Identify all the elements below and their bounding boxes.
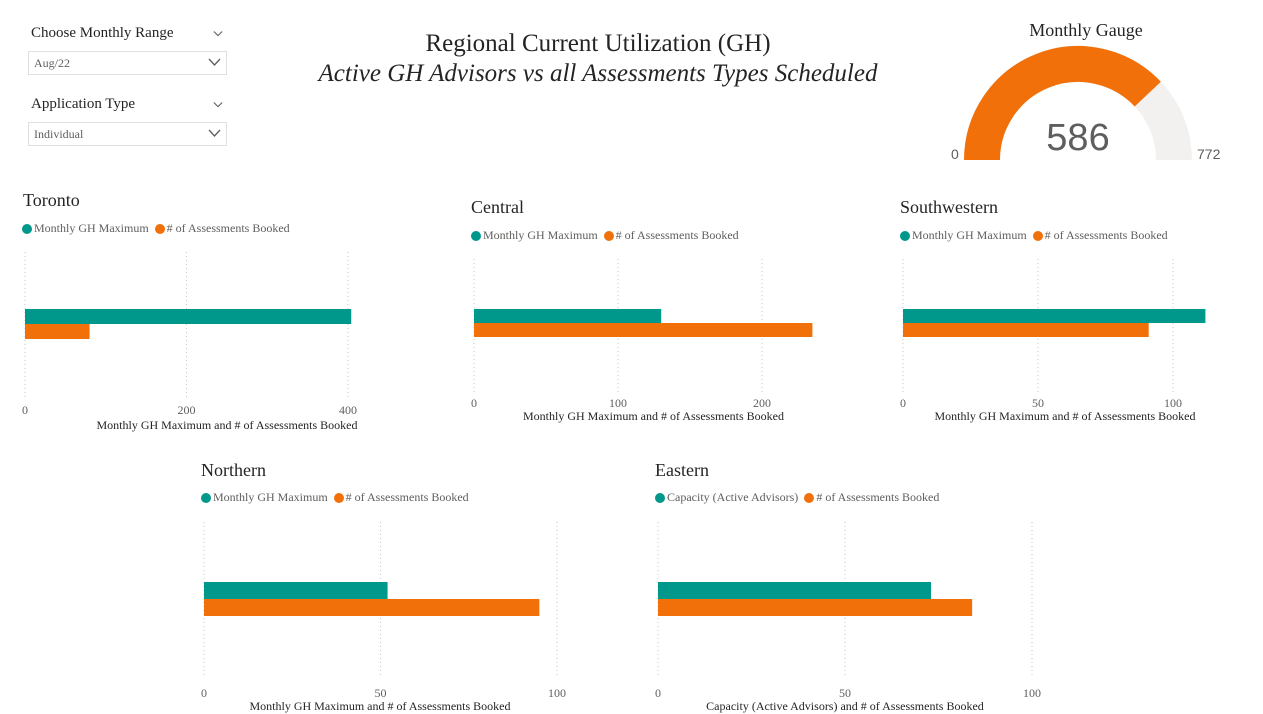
x-tick-label: 0 <box>201 686 207 700</box>
x-tick-label: 200 <box>753 396 771 410</box>
legend-label: # of Assessments Booked <box>1044 228 1168 242</box>
bar-maximum[interactable] <box>25 309 352 324</box>
legend-dot <box>804 492 815 503</box>
legend-label: Capacity (Active Advisors) <box>667 490 799 504</box>
legend-label: Monthly GH Maximum <box>483 228 598 242</box>
chart-title: Eastern <box>655 460 709 480</box>
legend-dot <box>333 492 344 503</box>
page-subtitle: Active GH Advisors vs all Assessments Ty… <box>318 60 878 87</box>
chevron-down-icon <box>208 58 221 66</box>
legend-label: Monthly GH Maximum <box>213 490 328 504</box>
gauge-title: Monthly Gauge <box>1029 20 1143 40</box>
monthly-gauge <box>964 46 1192 161</box>
chart-legend: Monthly GH Maximum # of Assessments Book… <box>201 490 475 505</box>
chevron-down-icon[interactable] <box>213 100 223 110</box>
legend-dot <box>900 230 910 241</box>
legend-dot <box>22 223 32 234</box>
legend-item[interactable]: Capacity (Active Advisors) <box>655 490 798 505</box>
legend-label: # of Assessments Booked <box>816 490 940 504</box>
legend-item[interactable]: Monthly GH Maximum <box>201 490 328 505</box>
x-tick-label: 0 <box>655 686 661 700</box>
chart-legend: Capacity (Active Advisors) # of Assessme… <box>655 490 945 505</box>
bar-assessments-booked[interactable] <box>658 599 973 616</box>
chart-central: Central Monthly GH Maximum # of Assessme… <box>471 197 851 437</box>
x-tick-label: 50 <box>839 686 851 700</box>
legend-label: Monthly GH Maximum <box>34 221 149 235</box>
legend-dot <box>471 230 481 241</box>
legend-label: # of Assessments Booked <box>345 490 469 504</box>
legend-dot <box>154 223 165 234</box>
x-tick-label: 0 <box>22 403 28 417</box>
bar-maximum[interactable] <box>658 582 932 599</box>
x-axis-title: Monthly GH Maximum and # of Assessments … <box>96 418 358 432</box>
x-tick-label: 0 <box>471 396 477 410</box>
chevron-down-icon <box>208 129 221 137</box>
chart-eastern: Eastern Capacity (Active Advisors) # of … <box>655 460 1075 713</box>
x-tick-label: 100 <box>1164 396 1182 410</box>
month-slicer-title: Choose Monthly Range <box>31 25 174 41</box>
bar-maximum[interactable] <box>474 309 662 323</box>
chart-title: Northern <box>201 460 266 480</box>
x-tick-label: 400 <box>339 403 357 417</box>
x-tick-label: 50 <box>1032 396 1044 410</box>
bar-assessments-booked[interactable] <box>903 323 1149 337</box>
legend-dot <box>201 492 211 503</box>
chart-toronto: Toronto Monthly GH Maximum # of Assessme… <box>22 190 402 435</box>
bar-assessments-booked[interactable] <box>25 324 90 339</box>
bar-chart-plot: 0 50 100 <box>900 259 1206 410</box>
month-dropdown-value: Aug/22 <box>34 56 70 70</box>
bar-maximum[interactable] <box>204 582 388 599</box>
legend-dot <box>655 492 665 503</box>
x-tick-label: 0 <box>900 396 906 410</box>
x-tick-label: 50 <box>375 686 387 700</box>
page-title: Regional Current Utilization (GH) <box>425 30 771 57</box>
gauge-max-label: 772 <box>1197 146 1221 162</box>
gauge-min-label: 0 <box>951 146 959 162</box>
legend-label: # of Assessments Booked <box>615 228 739 242</box>
x-tick-label: 100 <box>609 396 627 410</box>
legend-item[interactable]: # of Assessments Booked <box>603 228 739 243</box>
x-axis-title: Capacity (Active Advisors) and # of Asse… <box>706 699 984 713</box>
bar-assessments-booked[interactable] <box>204 599 540 616</box>
gauge-value: 586 <box>1046 117 1110 159</box>
legend-dot <box>1032 230 1043 241</box>
x-tick-label: 200 <box>178 403 196 417</box>
chart-legend: Monthly GH Maximum # of Assessments Book… <box>900 228 1174 243</box>
month-dropdown[interactable]: Aug/22 <box>28 51 227 75</box>
x-axis-title: Monthly GH Maximum and # of Assessments … <box>249 699 511 713</box>
bar-chart-plot: 0 50 100 <box>655 522 1041 700</box>
chart-title: Southwestern <box>900 197 998 217</box>
legend-item[interactable]: # of Assessments Booked <box>1032 228 1168 243</box>
application-dropdown[interactable]: Individual <box>28 122 227 146</box>
legend-dot <box>603 230 614 241</box>
x-tick-label: 100 <box>1023 686 1041 700</box>
bar-maximum[interactable] <box>903 309 1206 323</box>
legend-item[interactable]: Monthly GH Maximum <box>471 228 598 243</box>
application-dropdown-value: Individual <box>34 127 84 141</box>
chart-legend: Monthly GH Maximum # of Assessments Book… <box>471 228 745 243</box>
x-axis-title: Monthly GH Maximum and # of Assessments … <box>523 409 784 423</box>
legend-item[interactable]: Monthly GH Maximum <box>900 228 1027 243</box>
x-axis-title: Monthly GH Maximum and # of Assessments … <box>934 409 1196 423</box>
legend-item[interactable]: Monthly GH Maximum <box>22 221 149 236</box>
chart-title: Toronto <box>23 190 80 210</box>
gauge-fill <box>964 46 1161 161</box>
bar-chart-plot: 0 200 400 <box>22 252 357 417</box>
bar-chart-plot: 0 100 200 <box>471 259 813 410</box>
chart-title: Central <box>471 197 524 217</box>
chart-southwestern: Southwestern Monthly GH Maximum # of Ass… <box>900 197 1260 437</box>
legend-label: # of Assessments Booked <box>166 221 290 235</box>
chart-legend: Monthly GH Maximum # of Assessments Book… <box>22 221 296 236</box>
bar-assessments-booked[interactable] <box>474 323 813 337</box>
application-slicer-title: Application Type <box>31 96 136 112</box>
bar-chart-plot: 0 50 100 <box>201 522 566 700</box>
chart-northern: Northern Monthly GH Maximum # of Assessm… <box>201 460 601 713</box>
legend-item[interactable]: # of Assessments Booked <box>333 490 469 505</box>
legend-item[interactable]: # of Assessments Booked <box>154 221 290 236</box>
legend-item[interactable]: # of Assessments Booked <box>804 490 939 505</box>
chevron-down-icon[interactable] <box>213 29 223 39</box>
x-tick-label: 100 <box>548 686 566 700</box>
legend-label: Monthly GH Maximum <box>912 228 1027 242</box>
